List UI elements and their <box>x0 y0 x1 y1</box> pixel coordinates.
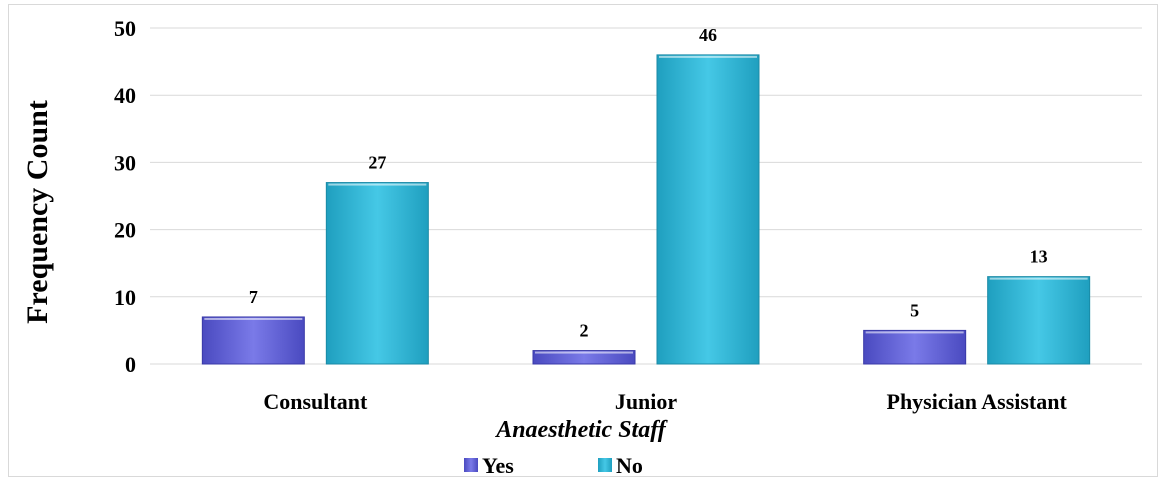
y-tick-label: 20 <box>114 218 136 243</box>
x-axis-title: Anaesthetic Staff <box>494 417 668 443</box>
legend-swatch-no <box>598 458 612 472</box>
data-labels: 7 27 2 46 5 13 <box>249 25 1048 341</box>
bar-yes-physician-assistant <box>863 329 967 365</box>
category-label: Junior <box>615 389 678 414</box>
y-tick-label: 0 <box>125 352 136 377</box>
category-labels: Consultant Junior Physician Assistant <box>263 389 1067 414</box>
legend-label-no: No <box>616 453 643 478</box>
bar-highlight <box>989 277 1088 280</box>
bar-highlight <box>865 331 964 334</box>
bar-highlight <box>204 317 303 320</box>
legend-label-yes: Yes <box>482 453 514 478</box>
y-tick-label: 50 <box>114 16 136 41</box>
y-tick-label: 10 <box>114 285 136 310</box>
bar-no-junior <box>656 54 760 365</box>
data-label: 46 <box>699 25 717 45</box>
chart-frame <box>8 4 1158 477</box>
category-label: Physician Assistant <box>887 389 1068 414</box>
bar-highlight <box>535 351 633 354</box>
y-tick-label: 40 <box>114 83 136 108</box>
data-label: 2 <box>580 321 589 341</box>
data-label: 27 <box>368 153 386 173</box>
y-tick-label: 30 <box>114 150 136 175</box>
bar-no-physician-assistant <box>987 276 1091 365</box>
y-tick-labels: 0 10 20 30 40 50 <box>114 16 136 377</box>
gridlines <box>150 27 1142 365</box>
bar-highlight <box>659 55 757 58</box>
bar-yes-consultant <box>201 316 305 365</box>
bar-highlight <box>328 183 427 186</box>
data-label: 13 <box>1030 247 1048 267</box>
legend: Yes No <box>464 453 643 478</box>
data-label: 7 <box>249 287 258 307</box>
y-axis-title: Frequency Count <box>21 100 54 324</box>
bar-yes-junior <box>532 350 636 365</box>
legend-swatch-yes <box>464 458 478 472</box>
bars <box>201 54 1091 365</box>
data-label: 5 <box>910 300 919 320</box>
bar-no-consultant <box>325 182 429 365</box>
category-label: Consultant <box>263 389 368 414</box>
